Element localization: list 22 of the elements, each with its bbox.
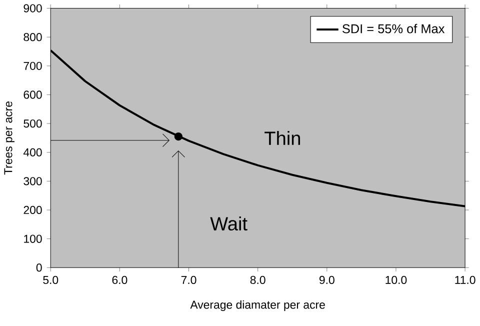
x-tick-label: 6.0: [112, 276, 128, 284]
x-tick-label: 11.0: [455, 276, 476, 284]
x-tick-label: 10.0: [386, 276, 407, 284]
x-tick-label: 9.0: [319, 276, 334, 284]
x-axis-title: Average diamater per acre: [190, 300, 325, 311]
y-tick-label: 0: [36, 264, 42, 272]
legend-label: SDI = 55% of Max: [342, 24, 445, 34]
y-tick-label: 100: [24, 234, 42, 243]
x-tick-label: 8.0: [250, 276, 266, 284]
y-tick-label: 900: [24, 4, 42, 12]
y-tick-label: 400: [23, 148, 42, 156]
y-tick-label: 800: [24, 32, 42, 42]
y-tick-label: 200: [24, 206, 42, 214]
x-tick-label: 5.0: [43, 276, 58, 284]
y-tick-label: 500: [24, 119, 42, 128]
y-tick-label: 700: [24, 62, 42, 70]
y-axis-title: Trees per acre: [4, 101, 14, 175]
y-tick-label: 300: [24, 177, 42, 186]
y-tick-label: 600: [24, 90, 42, 99]
x-tick-label: 7.0: [181, 276, 196, 284]
annotation: Thin: [264, 130, 300, 145]
annotation: Wait: [210, 216, 248, 230]
